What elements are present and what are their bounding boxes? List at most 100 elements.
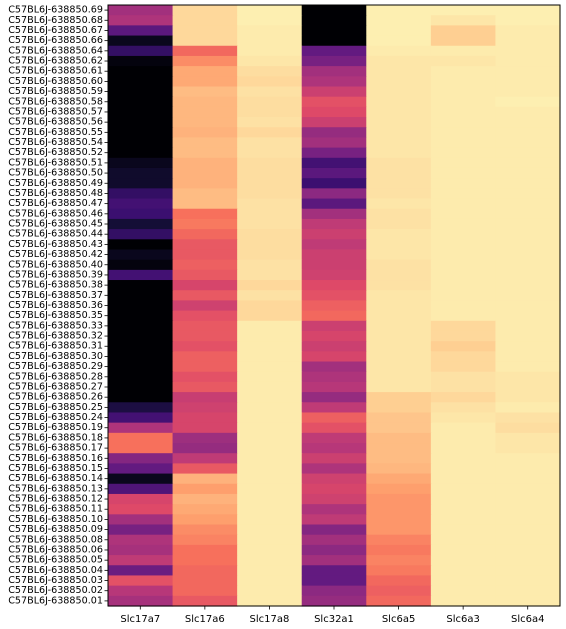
heatmap-cell (172, 147, 238, 159)
heatmap-cell (108, 330, 174, 342)
heatmap-cell (301, 45, 367, 57)
heatmap-cell (366, 432, 432, 444)
row-label: C57BL6J-638850.61 (8, 66, 103, 77)
heatmap-cell (430, 157, 497, 169)
heatmap-cell (430, 25, 497, 37)
heatmap-cell (108, 208, 174, 220)
heatmap-cell (237, 493, 303, 505)
heatmap-cell (301, 310, 367, 322)
heatmap-cell (495, 280, 561, 291)
heatmap-cell (430, 361, 497, 373)
heatmap-cell (366, 392, 432, 403)
heatmap-cell (237, 66, 303, 77)
heatmap-cell (495, 208, 561, 220)
heatmap-cell (495, 361, 561, 373)
heatmap-cell (237, 106, 303, 118)
heatmap-cell (301, 96, 367, 108)
heatmap-cell (301, 595, 367, 607)
heatmap-cell (172, 453, 238, 464)
heatmap-cell (366, 15, 432, 26)
heatmap-cell (366, 310, 432, 322)
heatmap-cell (430, 290, 497, 302)
row-label: C57BL6J-638850.35 (8, 310, 103, 321)
heatmap-cell (237, 534, 303, 546)
heatmap-cell (172, 66, 238, 77)
row-label: C57BL6J-638850.14 (8, 473, 103, 484)
heatmap-cell (301, 117, 367, 128)
heatmap-cell (301, 432, 367, 444)
heatmap-cell (172, 575, 238, 587)
heatmap-cell (301, 524, 367, 536)
heatmap-cell (237, 188, 303, 200)
heatmap-cell (366, 76, 432, 88)
heatmap-cell (172, 341, 238, 352)
heatmap-cell (237, 137, 303, 149)
row-label: C57BL6J-638850.60 (8, 76, 103, 87)
heatmap-cell (108, 402, 174, 414)
heatmap-cell (172, 330, 238, 342)
heatmap-cell (495, 259, 561, 271)
heatmap-cell (108, 585, 174, 597)
row-label: C57BL6J-638850.03 (8, 575, 103, 586)
heatmap-cell (495, 218, 561, 230)
heatmap-cell (108, 280, 174, 291)
heatmap-cell (430, 473, 497, 485)
heatmap-cell (366, 402, 432, 414)
heatmap-cell (172, 86, 238, 98)
row-label: C57BL6J-638850.40 (8, 259, 103, 270)
heatmap-cell (366, 585, 432, 597)
row-label: C57BL6J-638850.56 (8, 117, 103, 128)
heatmap-cell (237, 55, 303, 67)
heatmap-cell (366, 137, 432, 149)
row-label: C57BL6J-638850.18 (8, 432, 103, 443)
heatmap-cell (495, 371, 561, 383)
heatmap-cell (237, 259, 303, 271)
heatmap-cell (301, 269, 367, 281)
heatmap-cell (237, 45, 303, 57)
heatmap-cell (366, 157, 432, 169)
heatmap-cell (237, 453, 303, 464)
heatmap-cell (301, 402, 367, 414)
heatmap-cell (366, 280, 432, 291)
heatmap-cell (237, 330, 303, 342)
heatmap-cell (172, 493, 238, 505)
heatmap-cell (172, 443, 238, 454)
heatmap-cell (172, 96, 238, 108)
heatmap-cell (495, 239, 561, 251)
heatmap-cell (430, 402, 497, 414)
column-label: Slc17a6 (185, 614, 225, 625)
heatmap-cell (430, 422, 497, 434)
heatmap-cell (237, 76, 303, 88)
heatmap-cells (108, 5, 561, 607)
heatmap-cell (172, 351, 238, 363)
heatmap-cell (495, 15, 561, 26)
heatmap-cell (430, 443, 497, 454)
heatmap-cell (495, 534, 561, 546)
heatmap-cell (495, 453, 561, 464)
heatmap-cell (237, 595, 303, 607)
heatmap-cell (366, 96, 432, 108)
heatmap-cell (108, 463, 174, 475)
heatmap-cell (108, 514, 174, 526)
heatmap-cell (495, 463, 561, 475)
heatmap-cell (430, 137, 497, 149)
heatmap-cell (237, 320, 303, 332)
heatmap-cell (108, 504, 174, 515)
heatmap-cell (108, 45, 174, 57)
row-label: C57BL6J-638850.55 (8, 127, 103, 138)
heatmap-cell (237, 157, 303, 169)
heatmap-cell (172, 524, 238, 536)
heatmap-cell (237, 341, 303, 352)
heatmap-cell (495, 341, 561, 352)
heatmap-cell (108, 443, 174, 454)
heatmap-cell (495, 392, 561, 403)
heatmap-cell (172, 361, 238, 373)
heatmap-cell (237, 269, 303, 281)
heatmap-cell (495, 25, 561, 37)
column-label: Slc6a5 (382, 614, 415, 625)
heatmap-cell (495, 473, 561, 485)
row-label: C57BL6J-638850.69 (8, 5, 103, 16)
heatmap-cell (366, 422, 432, 434)
heatmap-cell (430, 188, 497, 200)
heatmap-cell (301, 514, 367, 526)
